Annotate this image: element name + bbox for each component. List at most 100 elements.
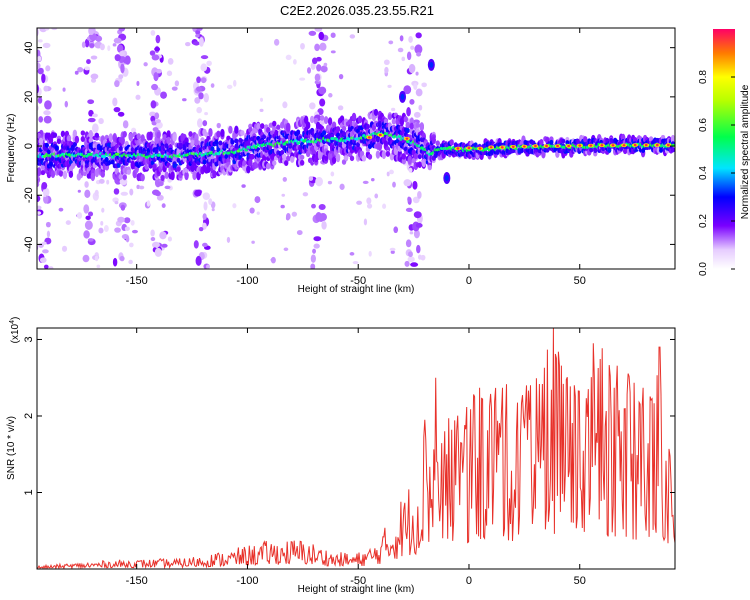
noise-speckle bbox=[98, 178, 105, 184]
band-halo bbox=[407, 155, 413, 165]
band-halo bbox=[335, 126, 341, 133]
noise-speckle bbox=[318, 86, 327, 95]
noise-speckle bbox=[160, 91, 168, 99]
band-halo bbox=[286, 155, 291, 162]
noise-speckle bbox=[337, 105, 344, 111]
noise-speckle bbox=[112, 97, 118, 107]
noise-speckle bbox=[312, 248, 316, 254]
noise-speckle bbox=[309, 102, 316, 110]
x-tick-label: 0 bbox=[466, 575, 472, 587]
hot-spot-core bbox=[600, 144, 604, 147]
noise-speckle bbox=[408, 36, 413, 43]
noise-speckle bbox=[421, 82, 427, 88]
noise-speckle bbox=[318, 203, 326, 211]
noise-speckle bbox=[389, 247, 396, 251]
hot-spot-core bbox=[633, 143, 637, 147]
noise-speckle bbox=[362, 180, 369, 184]
noise-speckle bbox=[94, 189, 99, 197]
noise-speckle bbox=[151, 83, 159, 91]
noise-speckle bbox=[320, 65, 328, 73]
noise-speckle bbox=[44, 100, 52, 110]
noise-speckle bbox=[204, 112, 209, 116]
noise-speckle bbox=[164, 185, 171, 190]
noise-speckle bbox=[403, 179, 412, 187]
noise-speckle bbox=[51, 28, 58, 31]
colorbar: 0.0 0.2 0.4 0.6 0.8 Normalized spectral ampl… bbox=[698, 29, 750, 276]
band-halo bbox=[383, 140, 389, 146]
noise-speckle bbox=[226, 84, 233, 90]
band-halo bbox=[327, 117, 333, 126]
noise-speckle bbox=[195, 34, 200, 38]
noise-speckle bbox=[112, 43, 117, 47]
hot-spot-core bbox=[545, 144, 548, 148]
noise-speckle bbox=[150, 29, 156, 36]
hot-spot-core bbox=[489, 146, 493, 149]
noise-speckle bbox=[406, 107, 411, 117]
noise-speckle bbox=[408, 63, 416, 74]
band-halo bbox=[200, 137, 205, 143]
noise-speckle bbox=[384, 66, 389, 74]
noise-speckle bbox=[409, 231, 414, 235]
noise-speckle bbox=[363, 218, 368, 226]
noise-speckle bbox=[356, 200, 363, 205]
hot-spot-core bbox=[622, 144, 626, 147]
noise-speckle bbox=[149, 111, 156, 117]
colorbar-ticks: 0.0 0.2 0.4 0.6 0.8 bbox=[698, 70, 735, 276]
noise-speckle bbox=[416, 244, 421, 254]
noise-speckle bbox=[101, 207, 105, 213]
hot-spot-core bbox=[378, 133, 382, 137]
noise-speckle bbox=[407, 196, 411, 203]
noise-speckle bbox=[203, 92, 209, 103]
noise-speckle bbox=[84, 66, 90, 71]
band-halo bbox=[234, 125, 239, 134]
band-halo bbox=[56, 138, 62, 145]
hot-spot-core bbox=[556, 144, 559, 148]
noise-speckle bbox=[41, 73, 46, 84]
noise-speckle bbox=[42, 249, 49, 254]
noise-speckle bbox=[153, 72, 159, 82]
noise-speckle bbox=[107, 45, 111, 52]
noise-speckle bbox=[418, 104, 423, 111]
noise-speckle bbox=[37, 67, 44, 75]
band-core bbox=[561, 138, 566, 144]
noise-speckle bbox=[405, 239, 412, 248]
band-halo bbox=[108, 133, 113, 143]
band-halo bbox=[250, 153, 255, 160]
noise-speckle bbox=[274, 38, 280, 46]
noise-speckle bbox=[159, 231, 167, 240]
band-core bbox=[54, 145, 59, 151]
noise-speckle bbox=[45, 221, 51, 228]
band-core bbox=[607, 147, 612, 153]
band-halo bbox=[343, 155, 349, 161]
noise-speckle bbox=[285, 212, 291, 220]
hot-spot-core bbox=[522, 145, 526, 148]
hot-spot-core bbox=[644, 143, 648, 147]
noise-speckle bbox=[84, 189, 91, 199]
noise-speckle bbox=[117, 216, 125, 223]
noise-speckle bbox=[118, 74, 124, 80]
noise-speckle bbox=[318, 31, 325, 41]
noise-speckle bbox=[118, 28, 126, 32]
noise-speckle bbox=[154, 46, 161, 52]
noise-speckle bbox=[199, 36, 204, 47]
noise-speckle bbox=[260, 97, 264, 102]
band-halo bbox=[122, 130, 127, 138]
noise-speckle bbox=[123, 58, 131, 64]
noise-speckle bbox=[82, 254, 90, 263]
band-core bbox=[224, 153, 229, 159]
band-halo bbox=[409, 122, 415, 130]
noise-speckle bbox=[43, 264, 49, 269]
noise-speckle bbox=[37, 84, 40, 94]
band-halo bbox=[38, 137, 44, 145]
band-halo bbox=[248, 158, 253, 167]
noise-speckle bbox=[125, 235, 130, 243]
noise-speckle bbox=[291, 211, 298, 217]
noise-speckle bbox=[129, 188, 134, 196]
band-core bbox=[44, 142, 49, 148]
band-core bbox=[671, 147, 675, 153]
hot-spot-core bbox=[578, 144, 582, 147]
noise-speckle bbox=[117, 111, 125, 117]
band-core bbox=[342, 131, 347, 137]
noise-speckle bbox=[151, 241, 160, 249]
noise-speckle bbox=[84, 181, 89, 188]
